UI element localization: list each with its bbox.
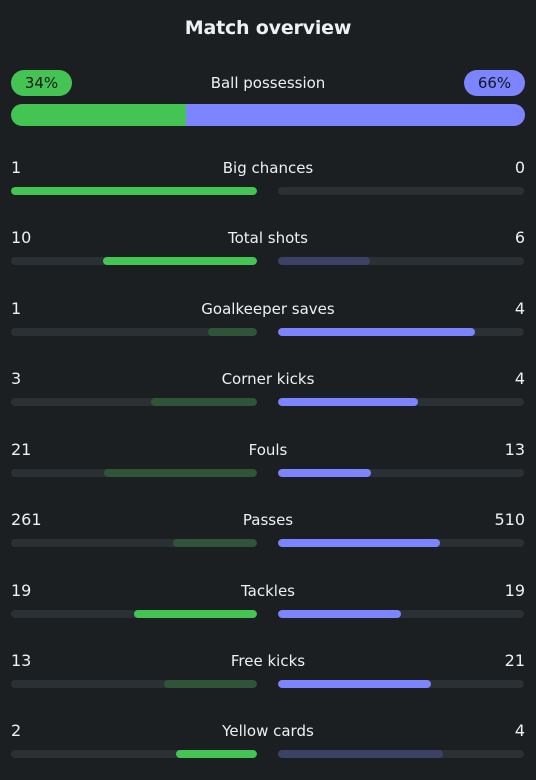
home-possession-badge: 34% — [11, 70, 72, 96]
home-bar-track — [11, 469, 257, 477]
home-value: 1 — [11, 158, 22, 177]
home-bar-fill — [175, 750, 257, 758]
home-bar-track — [11, 187, 257, 195]
possession-row: 34% Ball possession 66% — [11, 70, 525, 96]
home-value: 21 — [11, 440, 32, 459]
away-bar-track — [278, 469, 524, 477]
home-bar-track — [11, 680, 257, 688]
away-bar-track — [278, 187, 524, 195]
stat-row-fouls: 21 Fouls 13 — [11, 440, 525, 484]
away-value: 510 — [494, 510, 525, 529]
possession-label: Ball possession — [210, 74, 326, 92]
stat-label: Tackles — [240, 582, 296, 600]
possession-bar — [11, 104, 525, 126]
away-bar-fill — [278, 750, 443, 758]
away-value: 4 — [514, 299, 525, 318]
away-bar-track — [278, 680, 524, 688]
away-value: 0 — [514, 158, 525, 177]
away-value: 4 — [514, 721, 525, 740]
stat-row-goalkeeper-saves: 1 Goalkeeper saves 4 — [11, 299, 525, 343]
stat-row-corner-kicks: 3 Corner kicks 4 — [11, 369, 525, 413]
home-bar-track — [11, 539, 257, 547]
stat-label: Passes — [242, 511, 294, 529]
stat-row-yellow-cards: 2 Yellow cards 4 — [11, 721, 525, 765]
possession-bar-away — [185, 104, 525, 126]
home-bar-fill — [207, 328, 257, 336]
away-bar-track — [278, 328, 524, 336]
home-bar-track — [11, 398, 257, 406]
away-bar-track — [278, 750, 524, 758]
away-bar-fill — [278, 257, 371, 265]
away-bar-track — [278, 257, 524, 265]
home-value: 10 — [11, 228, 32, 247]
away-bar-fill — [278, 680, 431, 688]
home-bar-track — [11, 257, 257, 265]
possession-bar-home — [11, 104, 186, 126]
home-bar-fill — [151, 398, 257, 406]
away-value: 13 — [504, 440, 525, 459]
away-bar-fill — [278, 539, 441, 547]
home-value: 1 — [11, 299, 22, 318]
home-bar-fill — [104, 469, 257, 477]
stat-row-total-shots: 10 Total shots 6 — [11, 228, 525, 272]
stat-label: Goalkeeper saves — [201, 300, 335, 318]
stat-row-big-chances: 1 Big chances 0 — [11, 158, 525, 202]
home-bar-fill — [173, 539, 257, 547]
stat-label: Fouls — [248, 441, 288, 459]
stat-row-tackles: 19 Tackles 19 — [11, 581, 525, 625]
away-bar-fill — [278, 328, 475, 336]
away-value: 6 — [514, 228, 525, 247]
away-value: 21 — [504, 651, 525, 670]
stat-row-passes: 261 Passes 510 — [11, 510, 525, 554]
away-bar-fill — [278, 469, 372, 477]
stat-label: Yellow cards — [222, 722, 314, 740]
stat-label: Corner kicks — [221, 370, 315, 388]
home-bar-fill — [163, 680, 257, 688]
home-bar-track — [11, 328, 257, 336]
away-bar-fill — [278, 610, 401, 618]
home-bar-fill — [134, 610, 257, 618]
home-value: 261 — [11, 510, 42, 529]
home-value: 2 — [11, 721, 22, 740]
away-bar-track — [278, 539, 524, 547]
away-bar-track — [278, 398, 524, 406]
away-value: 4 — [514, 369, 525, 388]
home-bar-fill — [11, 187, 257, 195]
home-bar-fill — [103, 257, 257, 265]
stat-label: Free kicks — [230, 652, 306, 670]
stat-label: Total shots — [228, 229, 308, 247]
home-value: 3 — [11, 369, 22, 388]
home-value: 19 — [11, 581, 32, 600]
stat-label: Big chances — [222, 159, 314, 177]
home-value: 13 — [11, 651, 32, 670]
away-bar-fill — [278, 398, 419, 406]
away-possession-badge: 66% — [464, 70, 525, 96]
home-bar-track — [11, 610, 257, 618]
away-bar-track — [278, 610, 524, 618]
page-title: Match overview — [184, 17, 352, 39]
stat-row-free-kicks: 13 Free kicks 21 — [11, 651, 525, 695]
away-value: 19 — [504, 581, 525, 600]
home-bar-track — [11, 750, 257, 758]
